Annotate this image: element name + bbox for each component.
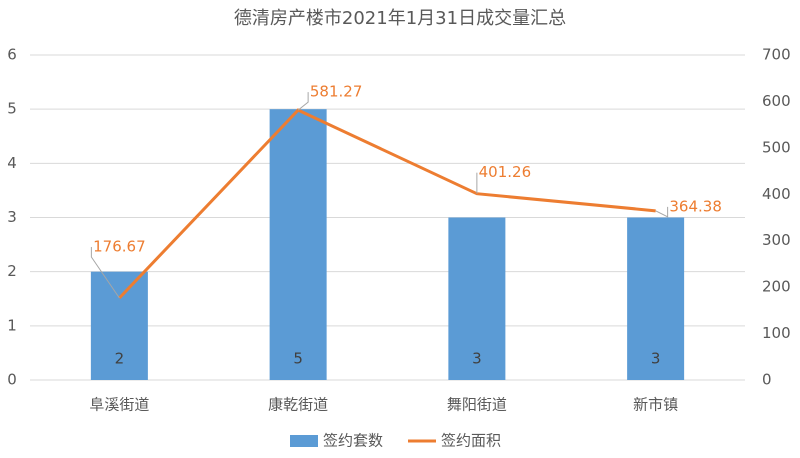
y2-tick-label: 500 [762,138,791,156]
y-tick-label: 4 [7,154,17,172]
x-tick-label: 康乾街道 [268,396,328,414]
y-tick-label: 1 [7,316,17,334]
bar [269,109,327,381]
legend-label: 签约面积 [441,432,501,450]
y2-tick-label: 0 [762,371,772,389]
bar-value-label: 5 [293,350,303,368]
y-tick-label: 3 [7,208,17,226]
y-tick-label: 6 [7,46,17,64]
y2-tick-label: 700 [762,46,791,64]
x-tick-label: 新市镇 [633,396,678,414]
y2-tick-label: 200 [762,278,791,296]
leader-line [655,206,669,218]
bar-value-label: 3 [651,350,661,368]
leader-line [297,92,309,111]
y-tick-label: 5 [7,100,17,118]
y2-tick-label: 400 [762,185,791,203]
y-tick-label: 2 [7,262,17,280]
legend-label: 签约套数 [323,432,383,450]
legend-swatch [290,435,318,447]
chart-title: 德清房产楼市2021年1月31日成交量汇总 [234,8,566,29]
line-value-label: 364.38 [669,197,722,215]
line [118,108,656,300]
line-value-label: 176.67 [93,237,146,255]
y-tick-label: 0 [7,371,17,389]
bar [90,271,148,380]
bar [448,217,506,380]
x-tick-label: 舞阳街道 [447,396,507,414]
y2-tick-label: 300 [762,231,791,249]
y2-tick-label: 100 [762,324,791,342]
y2-tick-label: 600 [762,92,791,110]
bar-value-label: 3 [472,350,482,368]
line-value-label: 581.27 [310,83,363,101]
bar-value-label: 2 [115,350,125,368]
line-value-label: 401.26 [479,163,532,181]
bar [627,217,685,380]
leader-line [90,246,120,299]
x-tick-label: 阜溪街道 [89,396,149,414]
